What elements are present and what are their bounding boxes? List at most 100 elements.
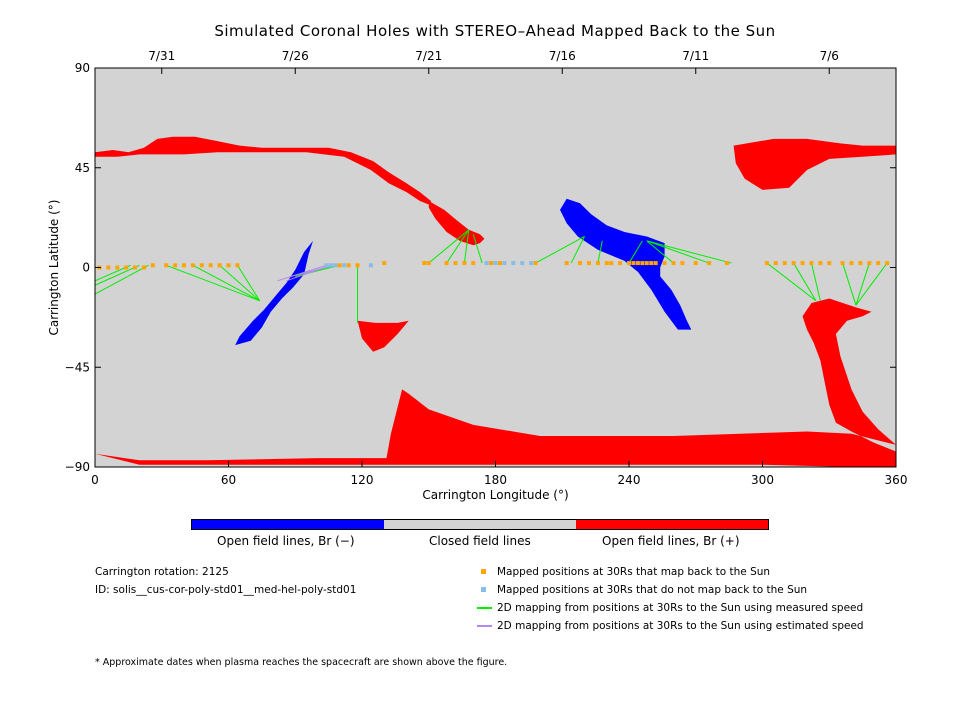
mapped-point-0-59: [858, 261, 863, 266]
mapping-line-0-5: [219, 264, 260, 302]
mapped-point-0-61: [876, 261, 881, 266]
colorbar-negative: [192, 520, 384, 529]
plot-background: [95, 68, 896, 467]
mapping-line-0-14: [570, 236, 585, 264]
mapped-point-0-17: [346, 263, 351, 268]
coronal-hole-region-6: [560, 198, 692, 330]
mapped-point-0-49: [764, 261, 769, 266]
colorbar-label-positive: Open field lines, Br (+): [602, 534, 740, 548]
colorbar-closed: [384, 520, 576, 529]
x-tick-label-1: 60: [221, 473, 236, 487]
mapped-point-0-35: [618, 261, 623, 266]
mapped-point-0-37: [631, 261, 636, 266]
mapped-point-0-27: [497, 261, 502, 266]
mapped-point-0-46: [693, 261, 698, 266]
mapping-line-0-17: [646, 240, 674, 264]
coronal-hole-region-3: [357, 320, 409, 352]
legend-swatch-estimated-speed: [477, 625, 492, 627]
mapping-line-0-22: [810, 262, 821, 301]
mapped-point-0-15: [235, 263, 240, 268]
legend-label-unmapped: Mapped positions at 30Rs that do not map…: [497, 584, 808, 596]
mapped-point-0-11: [199, 263, 204, 268]
y-tick-label-2: 0: [82, 261, 90, 275]
mapped-point-0-2: [115, 265, 120, 270]
mapped-point-0-44: [671, 261, 676, 266]
mapping-line-0-10: [446, 229, 470, 264]
mapped-point-0-62: [885, 261, 890, 266]
coronal-hole-region-2: [733, 138, 896, 190]
x-axis-label: Carrington Longitude (°): [422, 488, 568, 502]
colorbar-positive: [576, 520, 768, 529]
mapped-point-0-20: [422, 261, 427, 266]
mapped-point-0-21: [426, 261, 431, 266]
mapped-point-0-55: [818, 261, 823, 266]
mapping-line-0-11: [463, 229, 470, 264]
mapped-point-0-36: [627, 261, 631, 266]
mapped-point-0-41: [649, 261, 654, 266]
top-date-label-5: 7/6: [820, 49, 839, 63]
mapped-point-0-4: [133, 265, 138, 270]
mapped-point-0-1: [106, 265, 111, 270]
mapped-point-0-45: [680, 261, 685, 266]
top-date-label-2: 7/21: [415, 49, 442, 63]
mapped-point-0-19: [382, 261, 387, 266]
mapped-point-0-38: [635, 261, 640, 266]
mapped-point-1-9: [520, 261, 525, 266]
mapping-line-0-19: [646, 240, 732, 264]
mapped-point-0-25: [471, 261, 476, 266]
mapped-point-0-7: [164, 263, 169, 268]
chart-title: Simulated Coronal Holes with STEREO–Ahea…: [214, 22, 776, 40]
model-id-text: ID: solis__cus-cor-poly-std01__med-hel-p…: [95, 584, 357, 596]
mapped-point-0-13: [217, 263, 222, 268]
mapping-line-0-12: [472, 234, 483, 264]
legend-swatch-mapped: [481, 569, 486, 574]
carrington-rotation-text: Carrington rotation: 2125: [95, 566, 229, 578]
x-tick-label-4: 240: [618, 473, 641, 487]
mapped-point-0-8: [173, 263, 178, 268]
mapped-point-1-0: [324, 263, 329, 268]
mapped-point-0-5: [141, 265, 146, 270]
footnote: * Approximate dates when plasma reaches …: [95, 657, 508, 668]
mapping-line-0-3: [166, 264, 260, 302]
mapping-line-0-16: [628, 240, 643, 264]
mapped-point-0-33: [604, 261, 609, 266]
colorbar-label-negative: Open field lines, Br (−): [217, 534, 355, 548]
mapped-point-0-43: [662, 261, 667, 266]
mapped-point-0-29: [564, 261, 569, 266]
mapping-line-0-23: [842, 262, 857, 306]
top-date-label-1: 7/26: [282, 49, 309, 63]
mapped-point-1-2: [333, 263, 338, 268]
coronal-hole-region-0: [95, 136, 431, 206]
mapped-point-0-58: [849, 261, 854, 266]
mapped-point-0-48: [724, 261, 729, 266]
mapped-point-0-16: [337, 263, 342, 268]
mapping-line-0-18: [646, 240, 710, 264]
legend-label-measured-speed: 2D mapping from positions at 30Rs to the…: [497, 602, 864, 614]
mapping-line-0-2: [94, 264, 149, 295]
mapping-line-0-13: [535, 236, 585, 264]
mapped-point-0-54: [809, 261, 814, 266]
mapped-point-0-12: [208, 263, 213, 268]
mapped-point-1-3: [342, 263, 347, 268]
legend-label-estimated-speed: 2D mapping from positions at 30Rs to the…: [497, 620, 864, 632]
top-date-label-3: 7/16: [549, 49, 576, 63]
mapped-point-0-9: [182, 263, 186, 268]
coronal-hole-region-5: [235, 240, 313, 346]
mapped-point-0-34: [609, 261, 614, 266]
x-tick-label-5: 300: [751, 473, 774, 487]
mapped-point-0-6: [150, 263, 155, 268]
mapping-line-0-9: [428, 229, 470, 264]
mapped-point-1-6: [493, 261, 498, 266]
mapped-point-0-3: [124, 265, 129, 270]
mapping-line-0-4: [192, 264, 260, 302]
coronal-hole-region-1: [428, 201, 485, 246]
legend-swatch-unmapped: [481, 587, 486, 592]
x-tick-label-0: 0: [91, 473, 99, 487]
x-tick-label-3: 180: [484, 473, 507, 487]
mapped-point-0-28: [533, 261, 538, 266]
y-tick-label-4: −90: [65, 460, 90, 474]
mapped-point-1-1: [328, 263, 333, 268]
mapped-point-0-30: [578, 261, 583, 266]
y-tick-label-0: 90: [75, 61, 90, 75]
